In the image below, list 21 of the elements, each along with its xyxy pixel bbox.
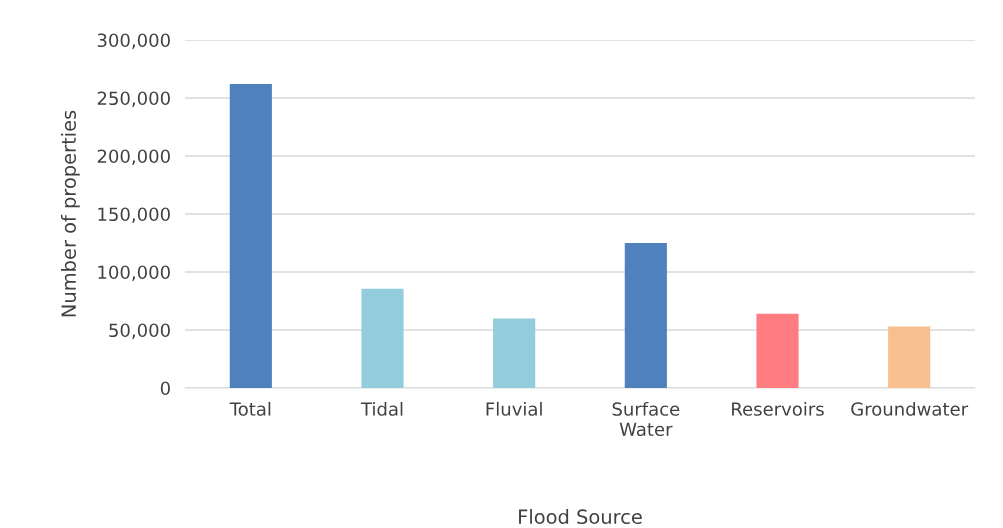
y-tick-label: 200,000 — [97, 149, 170, 165]
y-tick-label: 100,000 — [98, 265, 170, 281]
bar — [493, 318, 536, 388]
y-tick-label: 50,000 — [109, 323, 170, 339]
bar — [361, 288, 404, 388]
bar — [888, 326, 931, 388]
x-tick-label: Surface Water — [612, 401, 680, 437]
x-tick-label: Groundwater — [851, 401, 969, 416]
x-tick-label: Total — [229, 401, 271, 416]
y-axis-title: Number of properties — [60, 110, 80, 317]
x-tick-label: Reservoirs — [732, 401, 824, 416]
x-tick-label: Fluvial — [486, 401, 542, 416]
bar — [229, 84, 272, 388]
bar — [624, 243, 667, 388]
x-axis-title: Flood Source — [519, 509, 642, 525]
y-tick-label: 0 — [160, 381, 170, 396]
x-tick-label: Tidal — [360, 401, 403, 416]
y-tick-label: 250,000 — [97, 91, 170, 107]
bar — [756, 313, 799, 388]
y-tick-label: 300,000 — [97, 33, 170, 49]
y-tick-label: 150,000 — [98, 207, 170, 223]
